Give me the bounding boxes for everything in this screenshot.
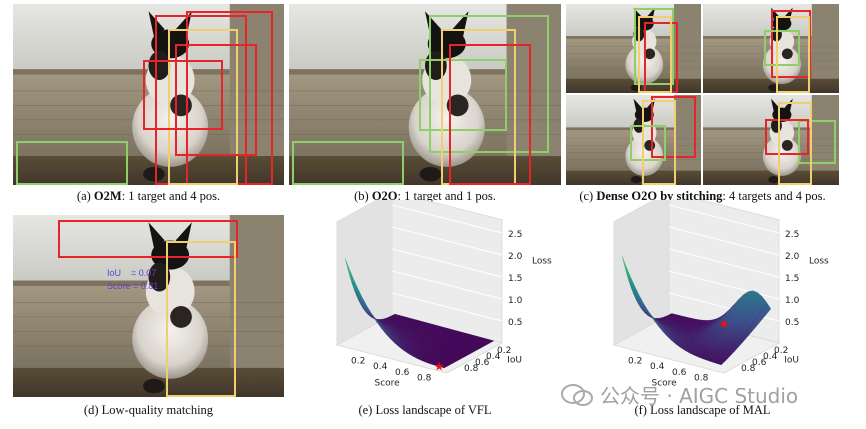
box-red-c4 — [765, 119, 809, 155]
x-axis-label: Score — [652, 379, 678, 389]
grid-line — [391, 270, 503, 300]
box-green-b2 — [419, 59, 507, 131]
x-axis-label: Score — [375, 379, 401, 389]
minimum-star-marker: ★ — [718, 317, 729, 331]
z-tick-label: 2.5 — [785, 230, 799, 240]
y-tick-label: 0.2 — [774, 346, 788, 356]
y-tick-label: 0.4 — [763, 352, 778, 362]
surface-facet — [716, 360, 724, 366]
panel-b — [289, 4, 561, 185]
z-tick-label: 2.5 — [508, 230, 522, 240]
y-tick-label: 0.8 — [464, 364, 479, 374]
box-green-b1 — [429, 15, 549, 153]
box-yellow-c1 — [638, 16, 672, 93]
box-red-d — [58, 220, 238, 258]
z-tick-label: 1.5 — [785, 274, 799, 284]
grid-line — [391, 226, 503, 256]
grid-line — [668, 270, 780, 300]
box-yellow-c3 — [642, 100, 676, 185]
z-axis-label: Loss — [532, 256, 552, 266]
box-yellow-d — [166, 241, 236, 397]
box-red-c2 — [771, 10, 811, 78]
surface-facet — [439, 365, 448, 369]
grid-line — [391, 292, 503, 322]
box-green-c2 — [764, 30, 800, 66]
loss-surface — [622, 256, 771, 366]
x-tick-label: 0.8 — [417, 373, 432, 383]
y-axis-label: IoU — [784, 356, 799, 366]
y-tick-label: 0.6 — [475, 358, 490, 368]
panel-d: IoU = 0.07 Score = 0.81 — [13, 215, 284, 397]
grid-line — [391, 248, 503, 278]
y-tick-label: 0.8 — [741, 364, 756, 374]
box-green-c4 — [798, 120, 836, 164]
z-tick-label: 2.0 — [508, 252, 523, 262]
mal-loss-plot: ★0.20.40.60.8Score0.20.40.60.8IoU0.51.01… — [612, 200, 829, 389]
minimum-star-marker: ★ — [434, 359, 445, 373]
box-green-c3 — [630, 125, 666, 161]
caption-f: (f) Loss landscape of MAL — [634, 403, 771, 417]
box-yellow-c2 — [776, 16, 810, 93]
vfl-loss-plot: ★0.20.40.60.8Score0.20.40.60.8IoU0.51.01… — [335, 200, 552, 389]
box-red-b — [449, 44, 531, 185]
grid-line — [668, 204, 780, 234]
y-tick-label: 0.6 — [752, 358, 767, 368]
z-tick-label: 1.0 — [508, 296, 523, 306]
z-tick-label: 0.5 — [785, 318, 799, 328]
z-tick-label: 1.0 — [785, 296, 800, 306]
box-red-a3 — [143, 60, 223, 130]
z-tick-label: 2.0 — [785, 252, 800, 262]
x-tick-label: 0.2 — [351, 357, 365, 367]
z-tick-label: 0.5 — [508, 318, 522, 328]
x-tick-label: 0.8 — [694, 373, 709, 383]
wechat-icon — [561, 383, 593, 406]
z-tick-label: 1.5 — [508, 274, 522, 284]
loss-surface — [345, 258, 495, 369]
box-yellow-a — [168, 29, 238, 185]
panel-a — [13, 4, 284, 185]
box-yellow-c4 — [778, 102, 812, 185]
y-tick-label: 0.4 — [486, 352, 501, 362]
grid-line — [668, 226, 780, 256]
score-annotation: Score = 0.81 — [107, 281, 159, 291]
caption-a: (a) O2M: 1 target and 4 pos. — [76, 189, 221, 203]
x-tick-label: 0.6 — [672, 368, 687, 378]
box-green-b3 — [292, 141, 404, 185]
y-axis-label: IoU — [507, 356, 522, 366]
x-tick-label: 0.4 — [373, 362, 388, 372]
caption-d: (d) Low-quality matching — [83, 403, 214, 417]
box-green-c1 — [634, 8, 674, 85]
box-green-a — [16, 141, 128, 185]
iou-annotation: IoU = 0.07 — [107, 268, 157, 278]
x-tick-label: 0.6 — [395, 368, 410, 378]
grid-line — [668, 248, 780, 278]
box-red-c3 — [651, 96, 696, 158]
y-tick-label: 0.2 — [497, 346, 511, 356]
panel-c — [566, 4, 839, 185]
z-axis-label: Loss — [809, 256, 829, 266]
box-red-a4 — [175, 44, 257, 156]
watermark: 公众号 · AIGC Studio — [560, 380, 798, 409]
caption-e: (e) Loss landscape of VFL — [358, 403, 492, 417]
x-tick-label: 0.4 — [650, 362, 665, 372]
grid-line — [391, 204, 503, 234]
x-tick-label: 0.2 — [628, 357, 642, 367]
